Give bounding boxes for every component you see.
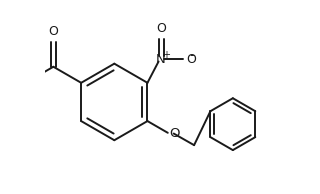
- Text: N: N: [156, 53, 166, 66]
- Text: O: O: [187, 53, 196, 66]
- Text: +: +: [163, 50, 171, 60]
- Text: -: -: [190, 49, 194, 62]
- Text: O: O: [156, 22, 166, 35]
- Text: O: O: [169, 127, 180, 140]
- Text: O: O: [48, 25, 58, 38]
